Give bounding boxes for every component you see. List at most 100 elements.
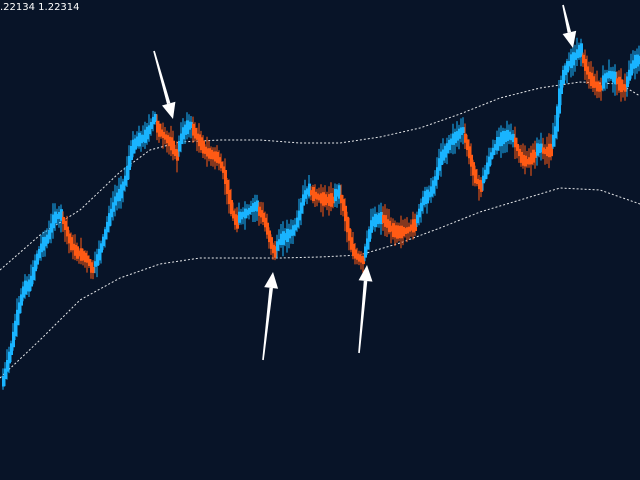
candle-body: [556, 106, 559, 132]
candle-body: [100, 243, 103, 253]
candle-body: [160, 129, 163, 137]
candle-body: [380, 212, 383, 225]
candle-body: [546, 146, 549, 157]
candle-body: [24, 280, 27, 295]
candle-body: [234, 214, 237, 225]
candle-body: [486, 162, 489, 175]
candle-body: [286, 228, 289, 242]
candle-body: [38, 249, 41, 259]
candle-body: [458, 128, 461, 139]
candle-body: [574, 52, 577, 60]
candle-body: [516, 144, 519, 151]
candle-body: [446, 143, 449, 154]
candle-body: [512, 133, 515, 143]
candle-body: [150, 122, 153, 129]
candle-body: [492, 147, 495, 156]
candle-body: [542, 147, 545, 154]
band-lower: [0, 187, 640, 379]
candle-body: [584, 59, 587, 71]
candle-body: [624, 84, 627, 92]
candle-body: [108, 213, 111, 227]
arrow-head: [562, 30, 577, 48]
candle-body: [196, 133, 199, 140]
candle-body: [438, 158, 441, 171]
candle-body: [578, 44, 581, 58]
candle-body: [530, 152, 533, 165]
candle-body: [222, 166, 225, 173]
candle-body: [54, 211, 57, 224]
candle-body: [156, 120, 159, 133]
candle-body: [592, 76, 595, 88]
candle-body: [184, 124, 187, 135]
candle-body: [28, 279, 31, 292]
candle-body: [434, 176, 437, 186]
candle-body: [32, 267, 35, 280]
candle-body: [514, 137, 517, 148]
candle-body: [614, 71, 617, 85]
candle-body: [244, 208, 247, 219]
candle-body: [6, 360, 9, 372]
candle-body: [146, 126, 149, 140]
candle-body: [406, 227, 409, 234]
arrow-head: [358, 265, 373, 282]
candle-body: [428, 191, 431, 198]
candle-body: [630, 63, 633, 76]
candle-body: [274, 246, 277, 258]
arrow-shaft: [153, 50, 171, 105]
candle-body: [126, 166, 129, 180]
candle-body: [618, 76, 621, 91]
candle-body: [310, 190, 313, 196]
candle-body: [130, 146, 133, 160]
candle-body: [634, 54, 637, 69]
candle-body: [76, 246, 79, 259]
candle-body: [220, 161, 223, 169]
candle-body: [264, 217, 267, 228]
candle-body: [114, 196, 117, 206]
candle-body: [456, 131, 459, 141]
candle-body: [230, 200, 233, 214]
candle-body: [494, 144, 497, 151]
candle-body: [568, 61, 571, 67]
candle-body: [558, 88, 561, 114]
candle-body: [570, 54, 573, 69]
candle-body: [136, 136, 139, 147]
candle-body: [228, 190, 231, 204]
candle-body: [436, 167, 439, 180]
candle-body: [162, 131, 165, 138]
candle-body: [540, 143, 543, 153]
candle-body: [400, 225, 403, 239]
candle-body: [192, 123, 195, 136]
candle-body: [536, 143, 539, 156]
candle-body: [346, 216, 349, 233]
arrow-shaft: [262, 287, 273, 361]
envelope-bands: [0, 81, 640, 379]
candle-body: [534, 152, 537, 158]
candle-body: [402, 227, 405, 237]
candle-body: [420, 202, 423, 212]
candle-body: [186, 120, 189, 135]
candle-body: [208, 148, 211, 159]
candle-body: [268, 230, 271, 243]
candle-body: [102, 236, 105, 246]
candle-body: [460, 127, 463, 135]
candle-body: [88, 259, 91, 266]
candle-body: [396, 225, 399, 239]
candle-body: [448, 139, 451, 150]
candle-body: [200, 137, 203, 151]
candle-body: [190, 121, 193, 128]
candle-body: [26, 281, 29, 292]
candle-body: [174, 149, 177, 156]
candle-body: [432, 180, 435, 194]
candle-body: [300, 202, 303, 214]
candle-body: [252, 203, 255, 212]
candle-body: [424, 191, 427, 204]
candle-body: [590, 72, 593, 86]
candle-body: [260, 210, 263, 218]
candle-body: [58, 212, 61, 219]
candle-body: [168, 136, 171, 147]
candle-body: [480, 180, 483, 192]
candle-body: [34, 260, 37, 272]
candle-body: [266, 222, 269, 235]
